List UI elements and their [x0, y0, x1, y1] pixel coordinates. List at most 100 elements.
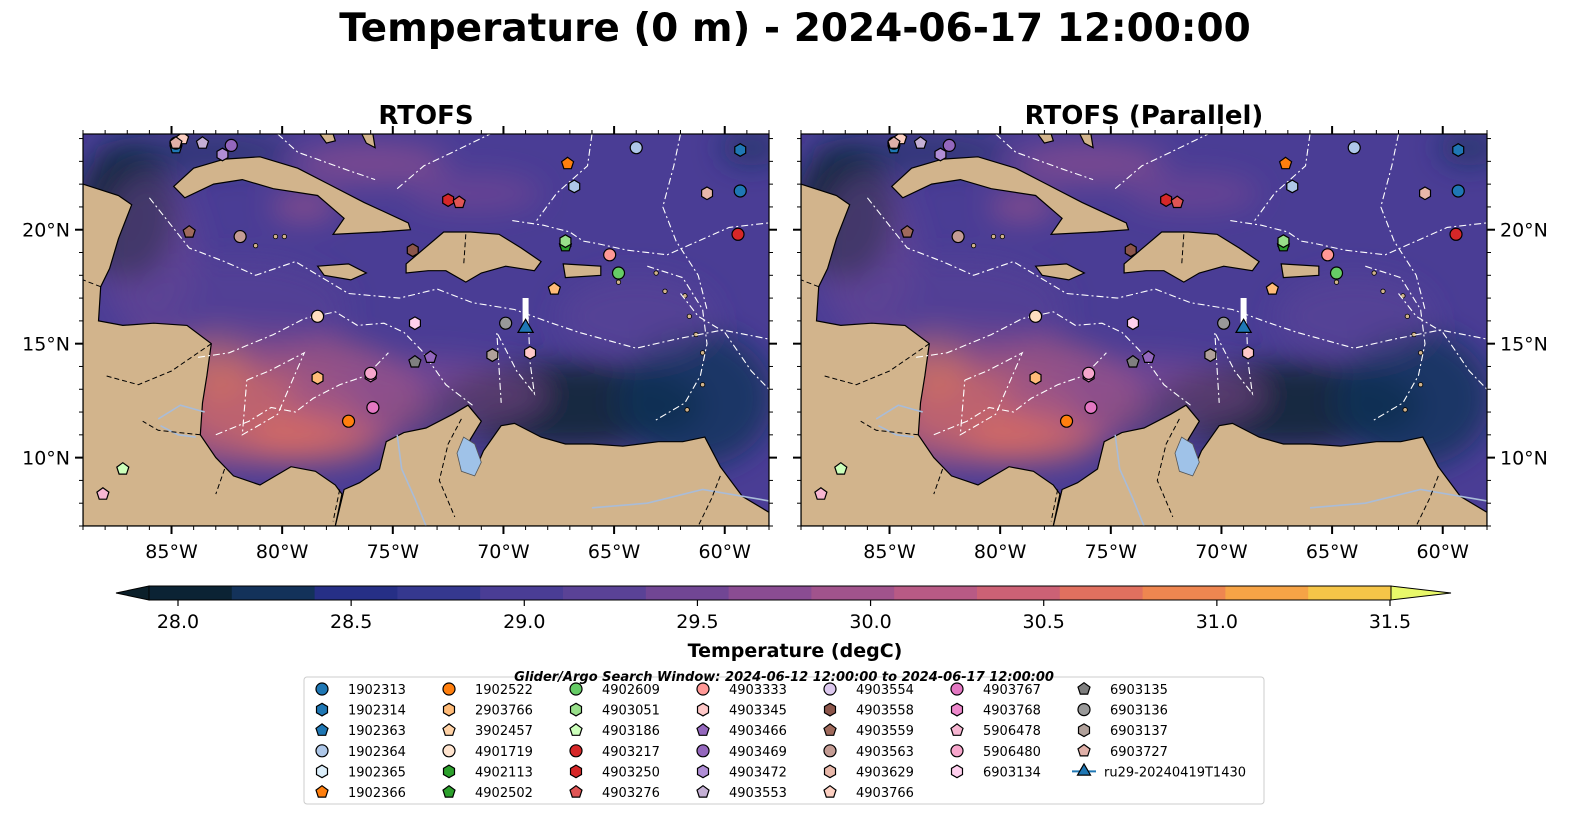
legend-label: 4903217: [602, 745, 660, 760]
x-tick-label: 80°W: [256, 541, 309, 563]
legend-marker: [569, 702, 583, 717]
float-marker-6903137: [1204, 348, 1217, 363]
border: [83, 279, 101, 288]
land: [1052, 404, 1487, 526]
float-marker-4903472: [216, 147, 229, 162]
legend-label: 4903250: [602, 765, 660, 780]
legend-label: 4903559: [856, 724, 914, 739]
legend-marker: [569, 764, 583, 779]
island: [1404, 313, 1410, 319]
island: [272, 233, 279, 240]
y-tick-label: 20°N: [1500, 220, 1548, 242]
legend-label: 4903466: [729, 724, 787, 739]
lake-maracaibo: [1174, 436, 1200, 477]
float-marker-4903276: [1170, 195, 1184, 209]
island: [653, 270, 659, 276]
map-panel-rtofs: RTOFS 85°W 80°W 75°W 70°W 65°W 60°W 10°N 15°N 20°…: [22, 101, 777, 563]
eez-boundary: [647, 265, 708, 422]
legend-marker: [442, 682, 456, 696]
land: [1123, 231, 1260, 283]
island: [700, 382, 706, 388]
float-marker-6903136: [499, 316, 513, 330]
glider-track: [1240, 298, 1247, 324]
colorbar-tick-label: 28.0: [157, 611, 199, 633]
legend-label: 4903629: [856, 765, 914, 780]
eez-boundary: [995, 134, 1094, 181]
colorbar-bin: [480, 586, 564, 600]
colorbar-bin: [645, 586, 730, 600]
river: [878, 424, 915, 438]
panel-title: RTOFS (Parallel): [1025, 101, 1264, 131]
colorbar-tick-label: 29.5: [676, 611, 718, 633]
legend-marker: [696, 764, 710, 779]
float-marker-4903563: [233, 229, 247, 244]
temperature-patch: [293, 143, 449, 185]
temperature-patch: [271, 193, 338, 221]
island: [1371, 270, 1377, 276]
colorbar-bin: [1308, 586, 1392, 600]
legend-marker: [442, 784, 456, 798]
island: [662, 288, 668, 294]
float-marker-4903558: [406, 243, 419, 258]
colorbar-bin: [811, 586, 895, 600]
float-marker-1902365: [1286, 179, 1299, 194]
legend-marker: [950, 764, 964, 779]
border: [332, 489, 341, 522]
border: [104, 343, 212, 386]
float-marker-4903629: [1418, 186, 1432, 201]
float-marker-4903466: [1141, 350, 1156, 363]
x-tick-label: 65°W: [1306, 541, 1359, 563]
temperature-patch: [1336, 330, 1487, 467]
float-marker-1902364: [1347, 141, 1361, 155]
colorbar-bin: [397, 586, 481, 600]
temperature-patch: [720, 134, 769, 166]
legend-box: [303, 676, 1265, 805]
float-marker-6903136: [1217, 316, 1231, 330]
legend-label: 4902113: [475, 765, 533, 780]
map-area: [801, 134, 1487, 526]
legend-marker: [315, 702, 329, 717]
legend-marker: [823, 744, 837, 758]
x-tick-label: 60°W: [1417, 541, 1470, 563]
island: [990, 233, 997, 240]
x-tick-label: 85°W: [863, 541, 916, 563]
island: [971, 243, 977, 249]
eez-boundary: [277, 134, 376, 181]
float-marker-4903186: [116, 461, 130, 475]
legend-title: Glider/Argo Search Window: 2024-06-12 12…: [514, 670, 1054, 685]
border: [801, 279, 819, 288]
legend-marker: [569, 682, 583, 696]
border: [215, 468, 226, 495]
float-marker-1902366: [560, 156, 575, 170]
land: [890, 156, 1130, 235]
island: [281, 233, 287, 240]
legend-marker: [1077, 723, 1091, 738]
legend-marker: [823, 784, 837, 798]
island: [615, 279, 622, 285]
x-tick-label: 80°W: [974, 541, 1027, 563]
float-marker-1902366: [1278, 156, 1293, 170]
land: [801, 183, 1061, 526]
float-marker-4903276: [452, 195, 466, 209]
land: [1034, 263, 1086, 281]
float-marker-6903727: [169, 136, 183, 149]
river: [875, 404, 923, 420]
float-marker-1902313: [1451, 184, 1465, 198]
eez-boundary: [1380, 134, 1426, 310]
legend-label: 1902314: [348, 704, 406, 719]
colorbar: 28.0 28.5 29.0 29.5 30.0 30.5 31.0 31.5: [115, 585, 1452, 633]
legend-marker: [950, 723, 964, 736]
float-marker-5906478: [96, 487, 110, 500]
temperature-patch: [1000, 357, 1266, 431]
x-tick-label: 70°W: [1195, 541, 1248, 563]
eez-boundary: [933, 352, 1107, 436]
colorbar-frame: [148, 585, 1392, 601]
temperature-patch: [282, 357, 548, 431]
legend-marker: [1077, 743, 1091, 757]
float-marker-1902365: [568, 179, 581, 194]
eez-boundary: [215, 352, 389, 436]
legend-marker: [442, 723, 456, 736]
border: [860, 420, 919, 436]
x-tick-label: 70°W: [477, 541, 530, 563]
y-tick-label: 15°N: [22, 334, 70, 356]
